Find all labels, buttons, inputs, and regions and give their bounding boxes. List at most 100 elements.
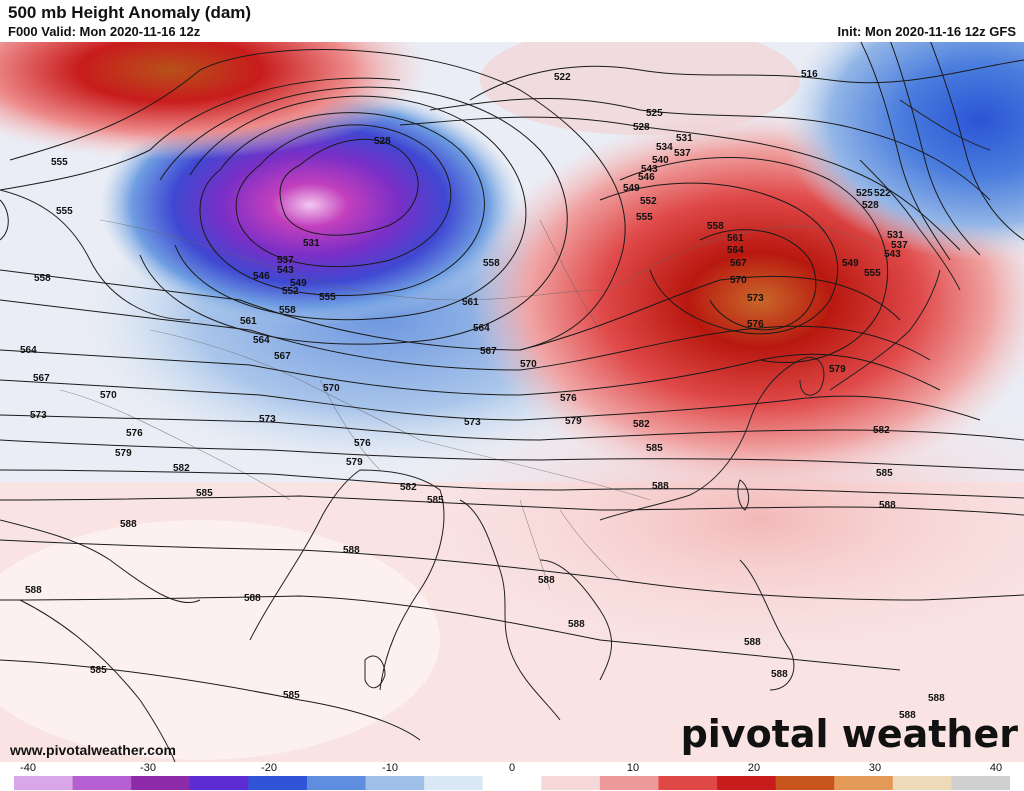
- contour-label-585-africa: 585: [90, 665, 107, 676]
- colorbar-swatch: [775, 776, 835, 790]
- contour-label-561: 561: [462, 297, 479, 308]
- contour-label-564-center: 564: [253, 335, 270, 346]
- contour-label-543: 543: [641, 164, 658, 175]
- contour-label-522: 522: [554, 72, 571, 83]
- colorbar-swatch: [131, 776, 191, 790]
- contour-label-516: 516: [801, 69, 818, 80]
- contour-label-564: 564: [473, 323, 490, 334]
- valid-time: F000 Valid: Mon 2020-11-16 12z: [8, 24, 201, 39]
- colorbar-tick: 20: [747, 762, 761, 774]
- contour-label-561-center: 561: [240, 316, 257, 327]
- contour-label-531-japan: 531: [887, 230, 904, 241]
- contour-label-528-japan: 528: [862, 200, 879, 211]
- positive-anomaly-northwest: [0, 42, 430, 160]
- contour-label-537-center: 537: [277, 255, 294, 266]
- height-contours: [0, 42, 1024, 741]
- contour-label-561-east: 561: [727, 233, 744, 244]
- country-borders: [59, 219, 881, 591]
- contour-label-576-west: 576: [126, 428, 143, 439]
- contour-label-546: 546: [638, 172, 655, 183]
- contour-label-579: 579: [565, 416, 582, 427]
- contour-label-525: 525: [646, 108, 663, 119]
- contour-label-588-se: 588: [899, 710, 916, 721]
- contour-label-531-center: 531: [303, 238, 320, 249]
- contour-label-549: 549: [623, 183, 640, 194]
- contour-label-579-center: 579: [346, 457, 363, 468]
- colorbar-swatch: [482, 776, 542, 790]
- colorbar-swatch: [834, 776, 894, 790]
- colorbar-swatch: [658, 776, 718, 790]
- colorbar-swatch: [951, 776, 1010, 790]
- contour-label-585-ocean: 585: [283, 690, 300, 701]
- colorbar-swatch: [72, 776, 132, 790]
- contour-label-588-india: 588: [343, 545, 360, 556]
- contour-label-567: 567: [480, 346, 497, 357]
- contour-label-588-pacific: 588: [771, 669, 788, 680]
- contour-label-537: 537: [674, 148, 691, 159]
- contour-label-576: 576: [560, 393, 577, 404]
- header: 500 mb Height Anomaly (dam) F000 Valid: …: [0, 0, 1024, 42]
- contour-label-534: 534: [656, 142, 673, 153]
- contour-label-537-japan: 537: [891, 240, 908, 251]
- contour-label-588-west: 588: [120, 519, 137, 530]
- contour-label-573-west: 573: [30, 410, 47, 421]
- contour-label-555-center: 555: [319, 292, 336, 303]
- contour-label-588-philippines: 588: [744, 637, 761, 648]
- colorbar-swatch: [599, 776, 659, 790]
- contour-label-579-japan: 579: [829, 364, 846, 375]
- contour-label-579-west: 579: [115, 448, 132, 459]
- contour-label-588-far-east: 588: [928, 693, 945, 704]
- contour-label-576-center: 576: [354, 438, 371, 449]
- contour-label-528b: 528: [374, 136, 391, 147]
- contour-label-540: 540: [652, 155, 669, 166]
- contour-label-588-sea: 588: [568, 619, 585, 630]
- contour-label-588: 588: [652, 481, 669, 492]
- colorbar-swatch: [541, 776, 601, 790]
- contour-label-522-japan: 522: [874, 188, 891, 199]
- warm-anomaly-siberia: [480, 42, 800, 135]
- colorbar-tick: -40: [20, 762, 36, 774]
- contour-label-585: 585: [646, 443, 663, 454]
- colorbar-tick: 30: [868, 762, 882, 774]
- contour-label-564-east: 564: [727, 245, 744, 256]
- contour-label-558: 558: [483, 258, 500, 269]
- contour-label-555: 555: [636, 212, 653, 223]
- colorbar-swatch: [306, 776, 367, 790]
- contour-label-558-west: 558: [34, 273, 51, 284]
- colorbar-swatch: [892, 776, 952, 790]
- colorbar: [14, 776, 1010, 790]
- contour-label-588-arabia: 588: [25, 585, 42, 596]
- contour-label-585-east: 585: [876, 468, 893, 479]
- contour-label-567-center: 567: [274, 351, 291, 362]
- colorbar-swatch: [248, 776, 308, 790]
- contour-label-582-center: 582: [400, 482, 417, 493]
- contour-label-558-east: 558: [707, 221, 724, 232]
- contour-label-573: 573: [464, 417, 481, 428]
- contour-label-525-japan: 525: [856, 188, 873, 199]
- colorbar-tick: 40: [989, 762, 1003, 774]
- contour-label-570: 570: [520, 359, 537, 370]
- contour-label-588-indochina: 588: [538, 575, 555, 586]
- contour-label-543-center: 543: [277, 265, 294, 276]
- contour-label-555-west: 555: [51, 157, 68, 168]
- contour-labels: 522 516 525 528 528 531 534 537 540 543 …: [20, 69, 945, 721]
- contour-label-588-east: 588: [879, 500, 896, 511]
- contour-label-582-east: 582: [873, 425, 890, 436]
- contour-label-588-arabian-sea: 588: [244, 593, 261, 604]
- contour-label-585-center: 585: [427, 495, 444, 506]
- contour-label-531: 531: [676, 133, 693, 144]
- contour-label-573-east: 573: [747, 293, 764, 304]
- colorbar-tick: -10: [382, 762, 398, 774]
- contour-label-564-west: 564: [20, 345, 37, 356]
- anomaly-map[interactable]: 522 516 525 528 528 531 534 537 540 543 …: [0, 42, 1024, 762]
- colorbar-tick: -30: [140, 762, 156, 774]
- brand-logo: pivotal weather: [680, 712, 1018, 756]
- contour-label-570-west: 570: [100, 390, 117, 401]
- contour-label-552: 552: [640, 196, 657, 207]
- contour-label-549-center: 549: [290, 278, 307, 289]
- colorbar-ticks: -40 -30 -20 -10 0 10 20 30 40: [0, 762, 1024, 776]
- colorbar-tick: 10: [626, 762, 640, 774]
- neutral-anomaly-arabian-sea: [0, 520, 440, 760]
- contour-label-570-east: 570: [730, 275, 747, 286]
- contour-label-546-center: 546: [253, 271, 270, 282]
